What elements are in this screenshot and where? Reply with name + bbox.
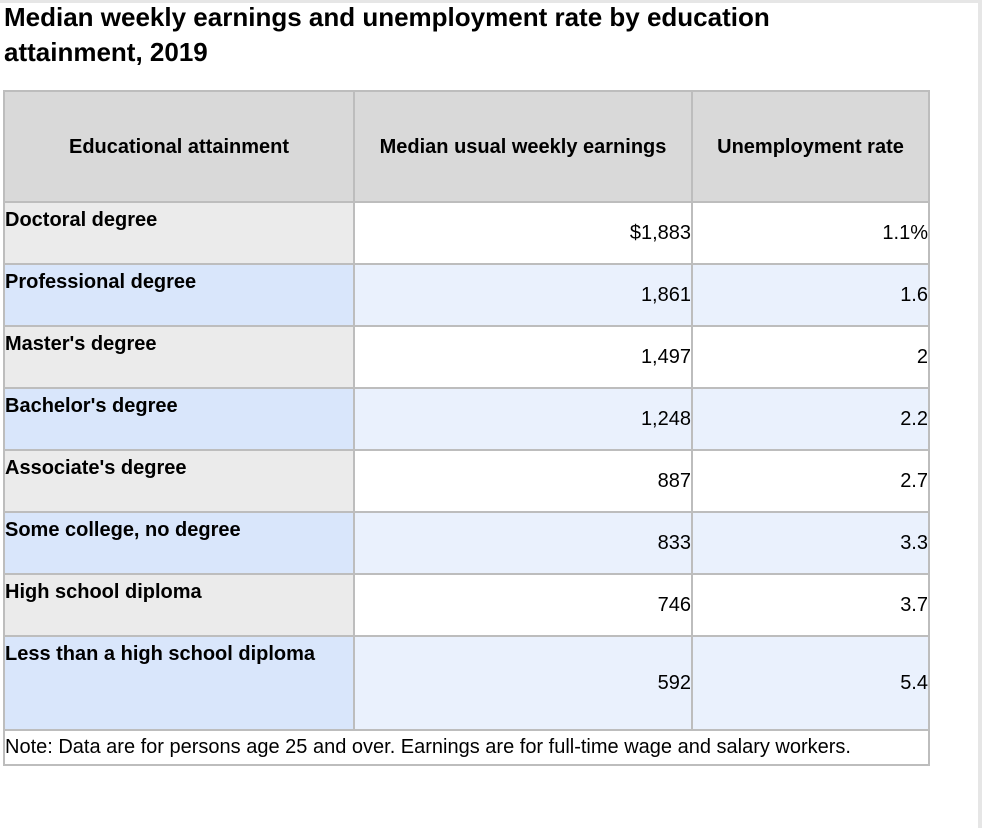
unemployment-rate-cell: 1.1% <box>691 201 930 265</box>
header-row: Educational attainment Median usual week… <box>3 90 930 203</box>
attainment-cell: Less than a high school diploma <box>3 635 355 731</box>
column-header-earnings: Median usual weekly earnings <box>353 90 693 203</box>
table-row: Bachelor's degree 1,248 2.2 <box>3 387 930 451</box>
unemployment-rate-cell: 5.4 <box>691 635 930 731</box>
column-header-attainment: Educational attainment <box>3 90 355 203</box>
table-row: Master's degree 1,497 2 <box>3 325 930 389</box>
earnings-cell: 833 <box>353 511 693 575</box>
attainment-cell: High school diploma <box>3 573 355 637</box>
table-title: Median weekly earnings and unemployment … <box>4 2 770 67</box>
note-row: Note: Data are for persons age 25 and ov… <box>3 729 930 766</box>
earnings-cell: 1,497 <box>353 325 693 389</box>
right-scroll-edge <box>978 0 982 828</box>
unemployment-rate-cell: 2.7 <box>691 449 930 513</box>
unemployment-rate-cell: 3.7 <box>691 573 930 637</box>
earnings-cell: 592 <box>353 635 693 731</box>
table-row: Some college, no degree 833 3.3 <box>3 511 930 575</box>
unemployment-rate-cell: 2.2 <box>691 387 930 451</box>
table-row: Less than a high school diploma 592 5.4 <box>3 635 930 731</box>
table-body: Doctoral degree $1,883 1.1% Professional de… <box>3 201 930 731</box>
table-note: Note: Data are for persons age 25 and ov… <box>3 729 930 766</box>
top-border <box>0 0 982 3</box>
table-row: High school diploma 746 3.7 <box>3 573 930 637</box>
attainment-cell: Some college, no degree <box>3 511 355 575</box>
earnings-cell: 746 <box>353 573 693 637</box>
column-header-unemployment: Unemployment rate <box>691 90 930 203</box>
attainment-cell: Doctoral degree <box>3 201 355 265</box>
table-row: Doctoral degree $1,883 1.1% <box>3 201 930 265</box>
earnings-cell: $1,883 <box>353 201 693 265</box>
attainment-cell: Associate's degree <box>3 449 355 513</box>
table-row: Professional degree 1,861 1.6 <box>3 263 930 327</box>
unemployment-rate-cell: 3.3 <box>691 511 930 575</box>
earnings-table: Educational attainment Median usual week… <box>3 90 930 766</box>
earnings-cell: 1,861 <box>353 263 693 327</box>
attainment-cell: Professional degree <box>3 263 355 327</box>
attainment-cell: Master's degree <box>3 325 355 389</box>
earnings-cell: 1,248 <box>353 387 693 451</box>
table-row: Associate's degree 887 2.7 <box>3 449 930 513</box>
earnings-cell: 887 <box>353 449 693 513</box>
unemployment-rate-cell: 2 <box>691 325 930 389</box>
attainment-cell: Bachelor's degree <box>3 387 355 451</box>
unemployment-rate-cell: 1.6 <box>691 263 930 327</box>
